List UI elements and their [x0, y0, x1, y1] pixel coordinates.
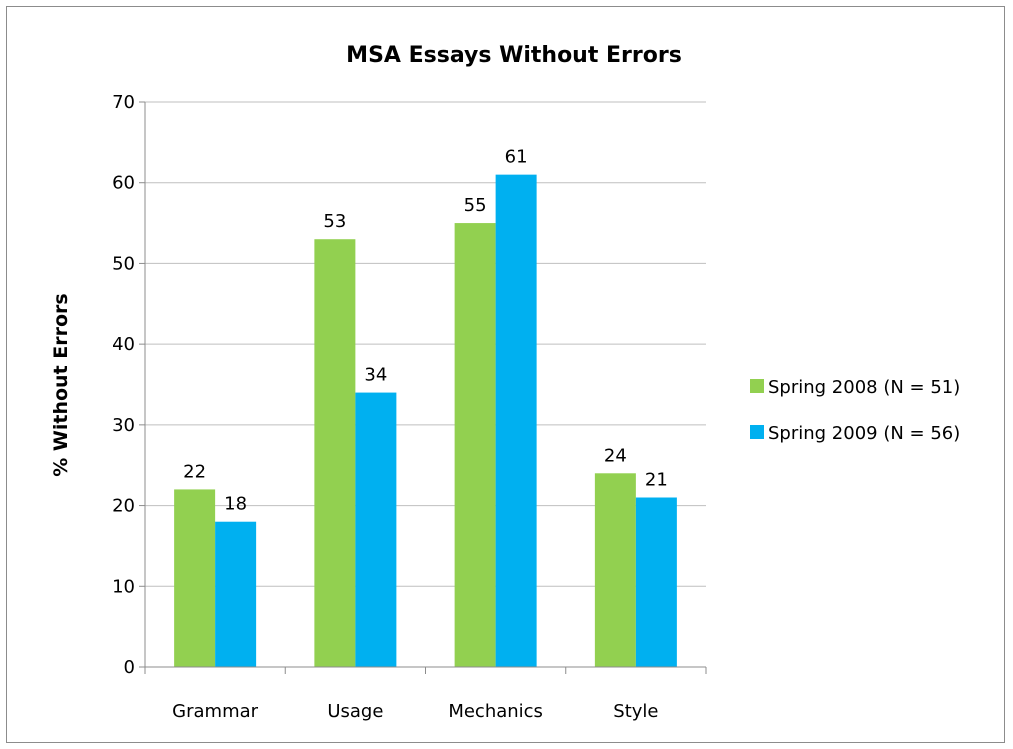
data-label: 18: [224, 494, 247, 515]
data-labels: 22 18 53 34 55 61 24 21: [183, 147, 668, 515]
data-label: 34: [364, 365, 387, 386]
bar: [594, 473, 636, 667]
bar: [495, 174, 537, 667]
legend-swatch: [750, 425, 764, 439]
bar: [454, 223, 496, 668]
bar: [314, 239, 356, 667]
bar: [635, 497, 677, 667]
axes: 0 10 20 30 40 50 60 70 Grammar Usage Mechanics Styl…: [112, 92, 707, 722]
legend-label: Spring 2008 (N = 51): [768, 377, 960, 398]
x-tick-label: Usage: [327, 701, 383, 722]
x-tick-label: Grammar: [172, 701, 258, 722]
x-tick-label: Mechanics: [448, 701, 543, 722]
y-axis-label: % Without Errors: [50, 293, 72, 476]
bar: [174, 489, 216, 667]
y-tick-label: 60: [112, 173, 135, 194]
bars: [174, 174, 677, 668]
x-tick-label: Style: [613, 701, 658, 722]
chart-title: MSA Essays Without Errors: [346, 43, 682, 68]
data-label: 55: [464, 195, 487, 216]
data-label: 61: [505, 147, 528, 168]
data-label: 22: [183, 461, 206, 482]
y-tick-label: 10: [112, 576, 135, 597]
y-tick-label: 20: [112, 496, 135, 517]
y-tick-label: 30: [112, 415, 135, 436]
y-tick-label: 0: [124, 657, 135, 678]
y-tick-label: 50: [112, 253, 135, 274]
data-label: 24: [604, 445, 627, 466]
data-label: 53: [323, 211, 346, 232]
bar: [355, 392, 397, 667]
legend-swatch: [750, 379, 764, 393]
legend: Spring 2008 (N = 51) Spring 2009 (N = 56): [750, 377, 960, 444]
legend-label: Spring 2009 (N = 56): [768, 423, 960, 444]
bar: [215, 521, 257, 667]
y-tick-label: 40: [112, 334, 135, 355]
y-tick-label: 70: [112, 92, 135, 113]
data-label: 21: [645, 470, 668, 491]
